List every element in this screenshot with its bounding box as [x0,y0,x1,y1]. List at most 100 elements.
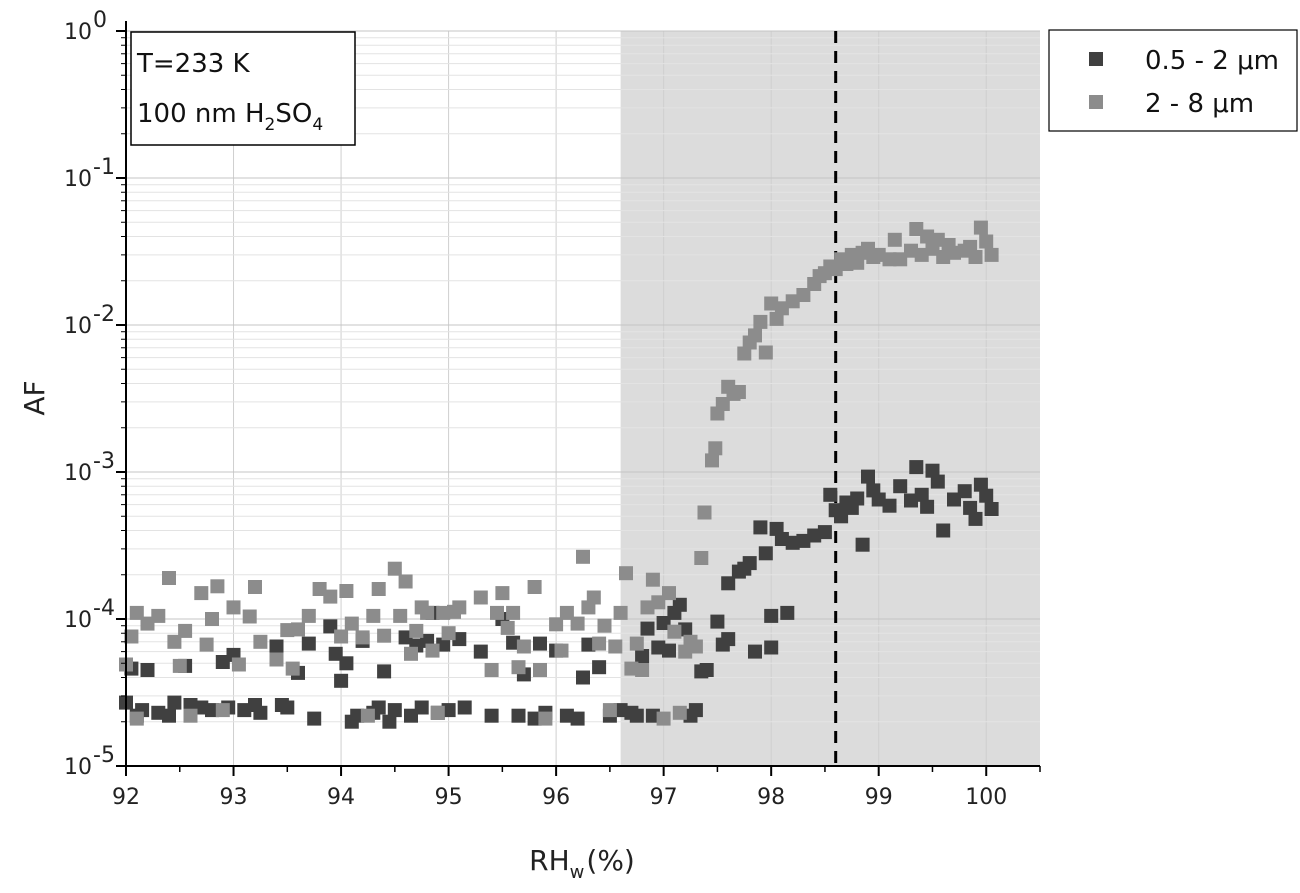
data-point-series-2 [242,609,257,624]
data-point-series-2 [393,608,408,623]
data-point-series-2 [624,661,639,676]
data-point-series-2 [608,639,623,654]
data-point-series-2 [715,397,730,411]
data-point-series-2 [570,616,585,631]
annotation-temperature: T=233 K [136,49,251,79]
data-point-series-1 [721,576,736,591]
data-point-series-1 [635,649,650,663]
data-point-series-2 [344,616,359,631]
data-point-series-1 [963,500,978,515]
data-point-series-1 [404,708,418,723]
y-tick-label: 10 [64,314,92,339]
data-point-series-1 [457,700,472,715]
data-point-series-2 [436,605,451,620]
data-point-series-1 [350,708,365,723]
data-point-series-1 [855,537,870,552]
data-point-series-2 [920,229,935,244]
data-point-series-2 [936,250,951,264]
annotation-box: T=233 K 100 nm H2SO4 [130,31,356,146]
data-point-series-1 [688,703,703,718]
data-point-series-1 [452,632,467,647]
data-point-series-1 [371,700,386,715]
data-point-series-2 [500,620,515,635]
data-point-series-2 [430,705,445,720]
data-point-series-2 [774,301,789,316]
data-point-series-2 [172,658,187,673]
annotation-sub-2: 4 [312,115,323,135]
data-point-series-2 [371,582,386,596]
x-tick-labels: 92 93 94 95 96 97 98 99 100 [112,785,1007,810]
y-tick-exponent: -3 [93,449,115,474]
data-point-series-2 [527,580,542,594]
data-point-series-1 [871,492,886,507]
annotation-sub-1: 2 [265,115,276,135]
x-axis-title-main: RH [529,844,570,877]
data-point-series-1 [581,637,596,652]
data-point-series-1 [377,664,392,679]
data-point-series-1 [968,511,983,526]
data-point-series-2 [484,663,499,677]
data-point-series-1 [387,703,402,718]
legend-label-series-1: 0.5 - 2 μm [1145,46,1279,76]
data-point-series-2 [516,639,531,654]
data-point-series-2 [662,586,676,601]
legend-label-series-2: 2 - 8 μm [1145,89,1254,119]
data-point-series-2 [672,705,687,720]
data-point-series-2 [387,561,402,576]
data-point-series-1 [721,632,736,647]
data-point-series-1 [629,708,644,723]
data-point-series-1 [382,714,397,729]
data-point-series-1 [947,492,961,507]
data-point-series-1 [436,637,451,652]
data-point-series-2 [705,453,719,468]
data-point-series-2 [635,663,650,677]
data-point-series-1 [237,703,252,718]
data-point-series-1 [678,622,693,637]
data-point-series-2 [210,579,225,594]
data-point-series-1 [592,660,607,675]
data-point-series-2 [420,605,435,620]
data-point-series-1 [817,525,832,540]
legend: 0.5 - 2 μm 2 - 8 μm [1048,29,1298,132]
data-point-series-1 [957,484,972,499]
data-point-series-2 [758,345,773,360]
data-point-series-2 [162,571,176,585]
data-point-series-2 [178,623,193,638]
y-tick-label: 10 [64,755,92,780]
data-point-series-2 [586,590,601,605]
data-point-series-1 [925,463,940,478]
data-point-series-1 [511,708,526,723]
data-point-series-2 [323,589,338,604]
data-point-series-1 [484,708,499,723]
data-point-series-2 [645,572,660,587]
data-point-series-1 [323,619,338,634]
data-point-series-2 [708,441,723,456]
y-tick-label: 10 [64,608,92,633]
data-point-series-2 [452,600,467,615]
data-point-series-1 [920,499,935,514]
data-point-series-1 [533,636,547,651]
data-point-series-1 [640,621,655,636]
data-point-series-2 [592,636,607,651]
data-point-series-1 [672,597,687,612]
data-point-series-1 [909,460,924,475]
data-point-series-1 [167,695,182,710]
data-point-series-2 [441,626,456,641]
data-point-series-1 [398,630,413,645]
data-point-series-1 [893,479,908,494]
data-point-series-2 [785,294,800,309]
data-point-series-2 [355,630,370,645]
data-point-series-2 [167,634,182,649]
data-point-series-1 [662,643,676,658]
y-tick-exponent: 0 [93,8,107,33]
data-point-series-2 [538,711,553,726]
data-point-series-2 [651,595,666,610]
data-point-series-2 [619,566,633,581]
data-point-series-1 [774,532,789,546]
data-point-series-1 [215,655,230,669]
data-point-series-2 [629,636,644,651]
data-point-series-2 [887,232,902,247]
data-point-series-1 [764,640,779,655]
data-point-series-1 [914,487,929,502]
